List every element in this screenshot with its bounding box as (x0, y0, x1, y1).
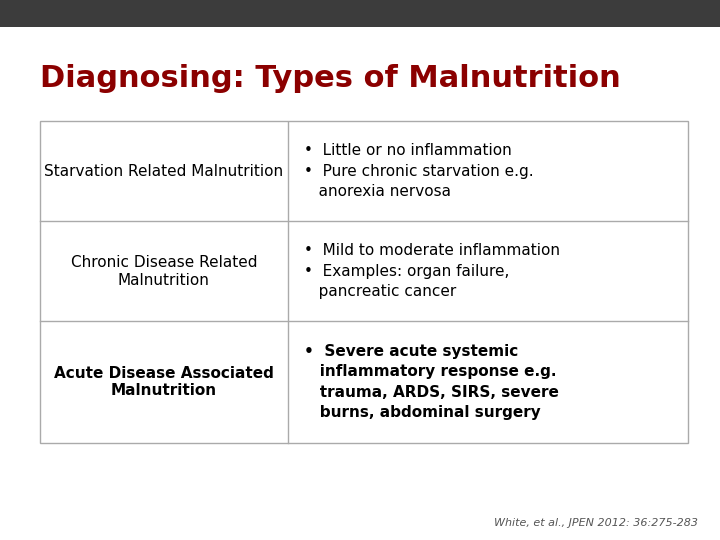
Text: Chronic Disease Related
Malnutrition: Chronic Disease Related Malnutrition (71, 255, 257, 287)
Text: Starvation Related Malnutrition: Starvation Related Malnutrition (44, 164, 284, 179)
Text: •  Severe acute systemic: • Severe acute systemic (304, 344, 518, 359)
Text: •  Little or no inflammation: • Little or no inflammation (304, 144, 512, 158)
Text: Acute Disease Associated
Malnutrition: Acute Disease Associated Malnutrition (54, 366, 274, 398)
Text: burns, abdominal surgery: burns, abdominal surgery (304, 406, 541, 420)
Text: trauma, ARDS, SIRS, severe: trauma, ARDS, SIRS, severe (304, 385, 559, 400)
Text: inflammatory response e.g.: inflammatory response e.g. (304, 364, 557, 379)
Bar (40, 122, 688, 443)
Text: White, et al., JPEN 2012: 36:275-283: White, et al., JPEN 2012: 36:275-283 (495, 518, 698, 528)
Text: •  Mild to moderate inflammation: • Mild to moderate inflammation (304, 244, 560, 258)
Text: •  Examples: organ failure,: • Examples: organ failure, (304, 264, 509, 279)
Text: •  Pure chronic starvation e.g.: • Pure chronic starvation e.g. (304, 164, 534, 179)
Text: Diagnosing: Types of Malnutrition: Diagnosing: Types of Malnutrition (40, 64, 621, 93)
Text: pancreatic cancer: pancreatic cancer (304, 285, 456, 299)
Text: anorexia nervosa: anorexia nervosa (304, 185, 451, 199)
